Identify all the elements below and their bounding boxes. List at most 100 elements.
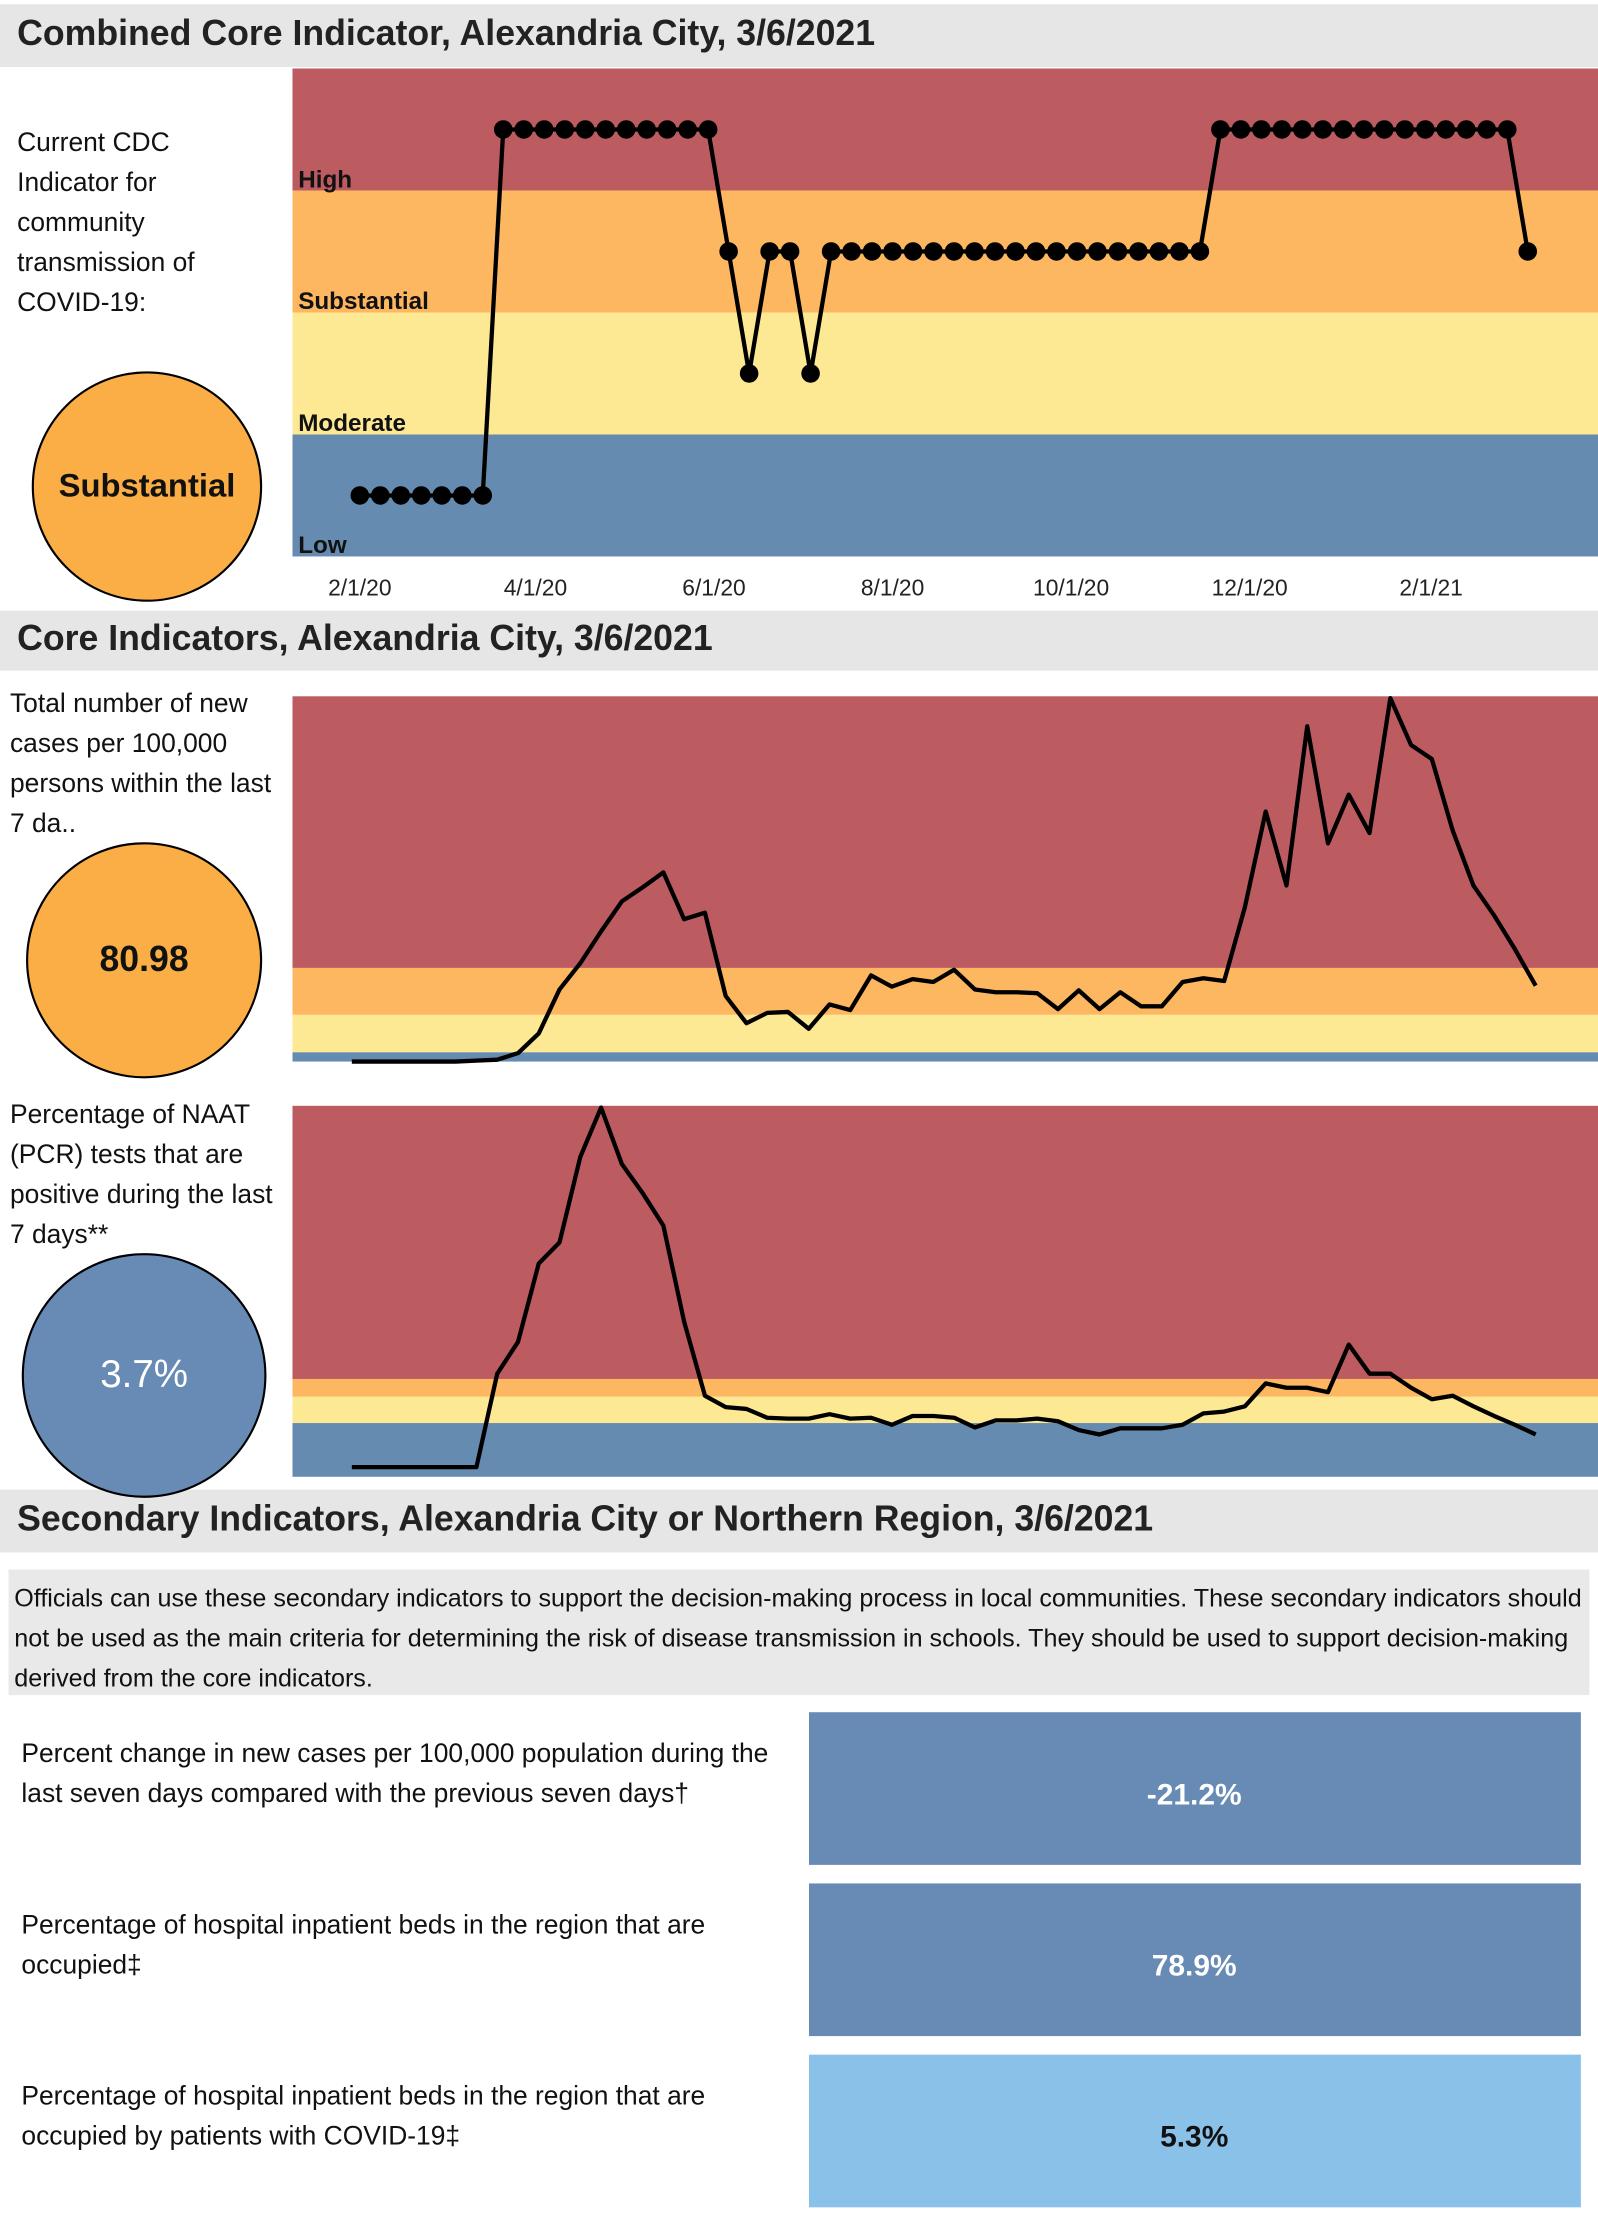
data-point — [1108, 242, 1128, 261]
status-value: 3.7% — [100, 1353, 188, 1396]
band — [292, 1105, 1598, 1379]
item-label-box: Percentage of hospital inpatient beds in… — [21, 2080, 705, 2150]
data-point — [862, 242, 882, 261]
data-point — [1272, 120, 1292, 139]
data-line — [359, 127, 1530, 498]
band — [292, 1052, 1598, 1062]
x-tick-label: 12/1/20 — [1212, 574, 1288, 600]
intro-text-box: Officials can use these secondary indica… — [14, 1583, 1582, 1693]
data-point — [842, 242, 861, 261]
band — [292, 434, 1598, 557]
data-point — [371, 486, 390, 505]
status-value: Substantial — [59, 467, 236, 504]
data-point — [1231, 120, 1251, 139]
data-point — [575, 120, 595, 139]
data-point — [534, 120, 554, 139]
data-point — [1436, 120, 1456, 139]
section-header-bg — [0, 610, 1598, 671]
data-point — [883, 242, 902, 261]
data-point — [1416, 120, 1435, 139]
data-point — [1313, 120, 1333, 139]
data-point — [1334, 120, 1353, 139]
y-tick-label: High — [298, 166, 352, 193]
data-point — [1354, 120, 1374, 139]
data-point — [1047, 242, 1066, 261]
data-point — [616, 120, 636, 139]
x-tick-label: 6/1/20 — [682, 574, 745, 600]
data-point — [1149, 242, 1169, 261]
data-point — [555, 120, 574, 139]
x-tick-label: 2/1/20 — [328, 574, 391, 600]
status-value: 80.98 — [99, 939, 188, 979]
data-point — [637, 120, 656, 139]
data-point — [350, 486, 370, 505]
indicator-label: Current CDC Indicator for community tran… — [17, 126, 195, 317]
item-label-box: Percentage of hospital inpatient beds in… — [21, 1909, 706, 1980]
intro-box — [8, 1569, 1590, 1696]
band — [292, 312, 1598, 435]
data-point — [780, 242, 800, 261]
item-box — [808, 2054, 1581, 2208]
intro-text: Officials can use these secondary indica… — [14, 1583, 1582, 1693]
data-point — [1211, 120, 1230, 139]
data-point — [1170, 242, 1189, 261]
item-label: Percentage of hospital inpatient beds in… — [21, 1909, 706, 1980]
section-header-bg — [0, 4, 1598, 68]
section-header-bg — [0, 1489, 1598, 1553]
status-circle — [21, 1253, 267, 1498]
data-point — [1497, 120, 1517, 139]
section-title: Core Indicators, Alexandria City, 3/6/20… — [17, 618, 713, 658]
data-line — [351, 1105, 1537, 1470]
data-point — [1457, 120, 1476, 139]
band — [292, 1423, 1598, 1477]
data-point — [1375, 120, 1394, 139]
data-point — [719, 242, 738, 261]
data-point — [1395, 120, 1415, 139]
y-tick-label: Low — [298, 532, 347, 559]
data-point — [1477, 120, 1497, 139]
secondary-items: Percent change in new cases per 100,000 … — [21, 1712, 1581, 2208]
data-point — [1518, 242, 1538, 261]
data-point — [801, 364, 820, 383]
data-point — [657, 120, 677, 139]
x-tick-label: 10/1/20 — [1033, 574, 1109, 600]
data-point — [1129, 242, 1148, 261]
data-point — [1088, 242, 1107, 261]
indicator-label-box: Total number of new cases per 100,000 pe… — [9, 687, 272, 838]
y-tick-label: Substantial — [298, 288, 429, 315]
data-point — [596, 120, 615, 139]
data-point — [698, 120, 718, 139]
section-title: Secondary Indicators, Alexandria City or… — [17, 1498, 1153, 1538]
data-point — [493, 120, 513, 139]
data-point — [473, 486, 493, 505]
y-tick-label: Moderate — [298, 410, 406, 437]
indicator-label: Total number of new cases per 100,000 pe… — [9, 687, 272, 838]
data-point — [1252, 120, 1271, 139]
item-value: -21.2% — [1147, 1778, 1242, 1811]
data-point — [1026, 242, 1046, 261]
data-point — [391, 486, 411, 505]
data-point — [678, 120, 697, 139]
data-point — [739, 364, 759, 383]
data-point — [924, 242, 943, 261]
item-value: 78.9% — [1152, 1950, 1237, 1983]
data-point — [985, 242, 1005, 261]
item-box — [808, 1883, 1581, 2037]
indicator-label-box: Current CDC Indicator for community tran… — [17, 126, 195, 317]
data-point — [1067, 242, 1087, 261]
data-point — [432, 486, 452, 505]
x-tick-label: 8/1/20 — [861, 574, 924, 600]
item-box — [808, 1712, 1581, 1865]
indicator-label: Percentage of NAAT (PCR) tests that are … — [9, 1098, 273, 1249]
band — [292, 696, 1598, 968]
x-tick-label: 4/1/20 — [504, 574, 567, 600]
item-label-box: Percent change in new cases per 100,000 … — [21, 1737, 769, 1808]
band — [292, 1014, 1598, 1053]
section-title: Combined Core Indicator, Alexandria City… — [17, 13, 875, 53]
data-point — [965, 242, 984, 261]
x-tick-label: 2/1/21 — [1399, 574, 1462, 600]
data-point — [821, 242, 841, 261]
item-label: Percent change in new cases per 100,000 … — [21, 1737, 769, 1808]
data-point — [412, 486, 431, 505]
